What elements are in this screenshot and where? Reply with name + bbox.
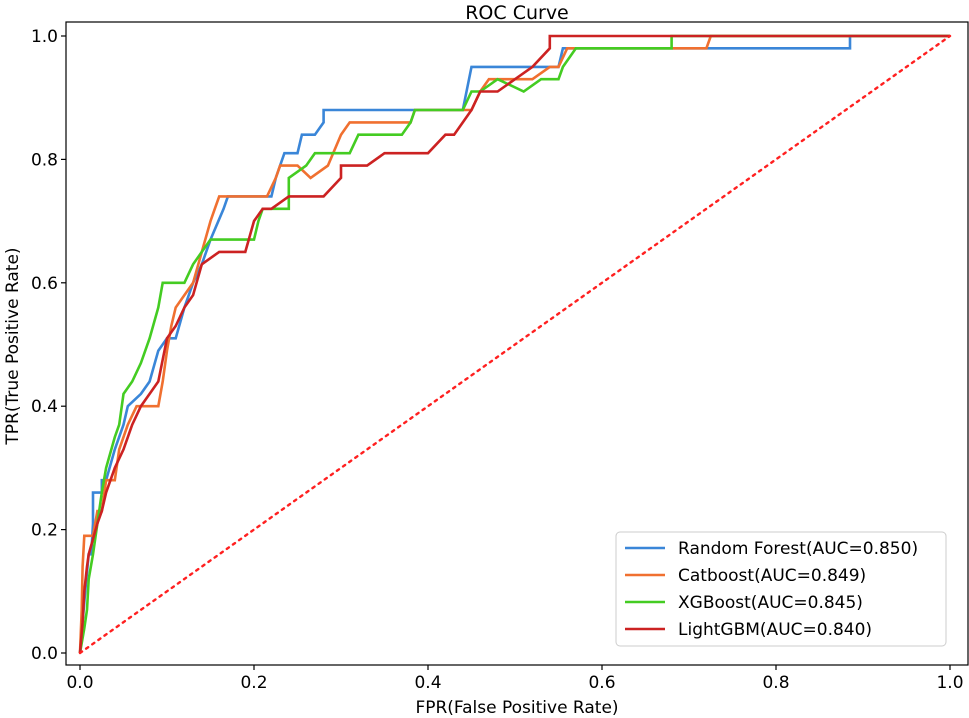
series-line-lightgbm	[78, 34, 950, 654]
y-tick-label: 0.6	[31, 274, 58, 294]
y-tick-label: 1.0	[31, 27, 58, 47]
chance-diagonal-line	[78, 34, 952, 655]
series-line-random-forest	[78, 34, 950, 654]
x-tick-label: 0.0	[66, 673, 93, 693]
legend-label: Catboost(AUC=0.849)	[678, 566, 866, 586]
y-tick-label: 0.2	[31, 521, 58, 541]
y-tick-label: 0.4	[31, 397, 58, 417]
x-tick-label: 0.4	[414, 673, 441, 693]
x-axis-label: FPR(False Positive Rate)	[415, 698, 618, 718]
plot-frame	[65, 21, 969, 666]
legend-label: LightGBM(AUC=0.840)	[678, 620, 872, 640]
legend-label: Random Forest(AUC=0.850)	[678, 539, 918, 559]
legend-box	[615, 531, 947, 647]
x-tick-label: 1.0	[936, 673, 963, 693]
y-tick-label: 0.0	[31, 644, 58, 664]
x-tick-label: 0.6	[588, 673, 615, 693]
legend-label: XGBoost(AUC=0.845)	[678, 593, 863, 613]
y-axis-label: TPR(True Positive Rate)	[3, 247, 23, 445]
legend: Random Forest(AUC=0.850) Catboost(AUC=0.8…	[615, 531, 947, 647]
series-line-xgboost	[78, 34, 950, 654]
axis-ticks: 0.0 0.2 0.4 0.6 0.8 1.0 0.0 0.2 0.4 0.6 0.8 1.0	[31, 27, 964, 693]
y-tick-label: 0.8	[31, 150, 58, 170]
chart-title: ROC Curve	[465, 2, 569, 24]
series-line-catboost	[78, 34, 950, 654]
x-tick-label: 0.8	[762, 673, 789, 693]
x-tick-label: 0.2	[240, 673, 267, 693]
plot-area	[78, 34, 952, 655]
